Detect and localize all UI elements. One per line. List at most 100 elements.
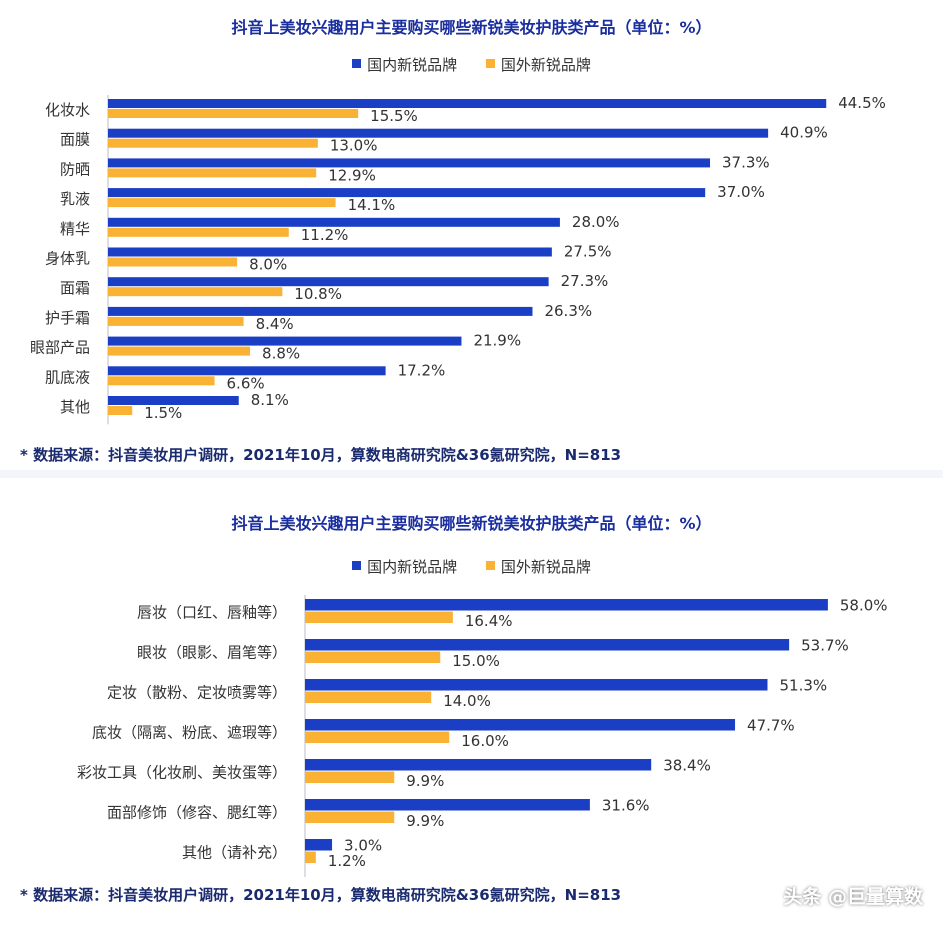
legend-swatch-foreign	[485, 561, 495, 570]
category-label: 其他	[60, 398, 90, 416]
legend-item-domestic: 国内新锐品牌	[352, 556, 457, 577]
category-label: 防晒	[60, 160, 90, 178]
value-label-foreign: 12.9%	[328, 166, 376, 184]
value-label-domestic: 58.0%	[840, 597, 888, 615]
bar-domestic	[108, 188, 706, 198]
chart-title: 抖音上美妆兴趣用户主要购买哪些新锐美妆护肤类产品（单位：%）	[231, 18, 712, 37]
category-label: 彩妆工具（化妆刷、美妆蛋等）	[77, 764, 287, 782]
bar-domestic	[108, 396, 239, 405]
bar-domestic	[108, 247, 552, 257]
value-label-foreign: 14.1%	[348, 196, 396, 214]
legend-item-foreign: 国外新锐品牌	[485, 54, 591, 75]
category-label: 其他（请补充）	[182, 844, 287, 862]
legend-swatch-domestic	[352, 59, 362, 68]
bar-foreign	[305, 811, 395, 823]
legend-item-domestic: 国内新锐品牌	[352, 54, 457, 75]
category-label: 护手霜	[45, 309, 90, 327]
bar-foreign	[108, 198, 336, 208]
bar-foreign	[108, 346, 251, 356]
value-label-foreign: 9.9%	[406, 812, 444, 830]
bar-domestic	[108, 99, 827, 108]
bar-domestic	[305, 719, 736, 731]
value-label-domestic: 27.3%	[561, 272, 609, 290]
chart-legend: 国内新锐品牌 国外新锐品牌	[0, 556, 943, 577]
bar-domestic	[305, 759, 652, 771]
value-label-foreign: 1.2%	[328, 852, 366, 870]
value-label-domestic: 37.0%	[717, 183, 765, 201]
value-label-domestic: 40.9%	[780, 124, 828, 142]
bar-foreign	[305, 771, 395, 783]
bar-foreign	[108, 227, 289, 237]
value-label-domestic: 38.4%	[663, 757, 711, 775]
value-label-foreign: 1.5%	[144, 404, 182, 422]
legend-swatch-domestic	[352, 561, 362, 570]
bar-foreign	[108, 109, 359, 118]
value-label-domestic: 51.3%	[779, 677, 827, 695]
value-label-domestic: 53.7%	[801, 637, 849, 655]
value-label-domestic: 28.0%	[572, 213, 620, 231]
value-label-foreign: 11.2%	[301, 226, 349, 244]
value-label-foreign: 16.4%	[465, 612, 513, 630]
legend-label-foreign: 国外新锐品牌	[500, 558, 591, 576]
chart-title: 抖音上美妆兴趣用户主要购买哪些新锐美妆护肤类产品（单位：%）	[231, 514, 712, 533]
value-label-foreign: 8.4%	[256, 315, 294, 333]
category-label: 底妆（隔离、粉底、遮瑕等）	[92, 724, 287, 742]
category-label: 面部修饰（修容、腮红等）	[107, 804, 287, 822]
bar-foreign	[108, 168, 317, 178]
value-label-foreign: 8.0%	[249, 256, 287, 274]
category-label: 乳液	[60, 190, 90, 208]
bar-foreign	[305, 731, 450, 743]
legend-swatch-foreign	[485, 59, 495, 68]
bar-foreign	[108, 316, 244, 326]
legend-label-foreign: 国外新锐品牌	[500, 56, 591, 74]
bar-foreign	[305, 851, 316, 863]
category-label: 身体乳	[45, 250, 90, 268]
value-label-domestic: 37.3%	[722, 153, 770, 171]
value-label-domestic: 27.5%	[564, 243, 612, 261]
panel-divider	[0, 470, 943, 478]
category-label: 面膜	[60, 131, 90, 149]
value-label-domestic: 21.9%	[473, 332, 521, 350]
value-label-foreign: 6.6%	[227, 374, 265, 392]
value-label-domestic: 3.0%	[344, 837, 382, 855]
value-label-domestic: 47.7%	[747, 717, 795, 735]
value-label-foreign: 16.0%	[461, 732, 509, 750]
category-label: 唇妆（口红、唇釉等）	[137, 604, 287, 622]
chart-panel-makeup: 抖音上美妆兴趣用户主要购买哪些新锐美妆护肤类产品（单位：%） 国内新锐品牌 国外…	[0, 478, 943, 927]
bar-domestic	[108, 306, 533, 316]
value-label-foreign: 8.8%	[262, 345, 300, 363]
bar-domestic	[108, 277, 549, 287]
bar-foreign	[108, 406, 133, 415]
bar-domestic	[108, 217, 560, 227]
value-label-foreign: 9.9%	[406, 772, 444, 790]
bar-domestic	[305, 799, 590, 811]
chart-panel-skincare: 抖音上美妆兴趣用户主要购买哪些新锐美妆护肤类产品（单位：%） 国内新锐品牌 国外…	[20, 18, 886, 464]
bar-domestic	[305, 839, 333, 851]
bar-domestic	[108, 158, 711, 168]
bar-foreign	[108, 376, 215, 386]
value-label-foreign: 14.0%	[443, 692, 491, 710]
bar-domestic	[108, 128, 769, 138]
legend-label-domestic: 国内新锐品牌	[367, 558, 458, 576]
value-label-domestic: 26.3%	[544, 302, 592, 320]
category-label: 精华	[60, 220, 90, 238]
bar-domestic	[305, 679, 768, 691]
bar-foreign	[108, 257, 238, 267]
bar-foreign	[305, 691, 432, 703]
data-source-note: * 数据来源：抖音美妆用户调研，2021年10月，算数电商研究院&36氪研究院，…	[20, 886, 622, 904]
category-label: 眼部产品	[30, 339, 90, 357]
legend-item-foreign: 国外新锐品牌	[485, 556, 591, 577]
value-label-foreign: 13.0%	[330, 137, 378, 155]
bar-domestic	[305, 599, 828, 611]
category-label: 面霜	[60, 279, 90, 297]
bar-domestic	[108, 366, 386, 376]
bar-chart-skincare: 化妆水 44.5% 15.5% 面膜 40.9% 13.0% 防晒 37.3% 12.9% 乳液 3…	[30, 94, 886, 425]
bar-foreign	[305, 651, 441, 663]
value-label-foreign: 10.8%	[294, 285, 342, 303]
bar-foreign	[108, 287, 283, 297]
value-label-domestic: 44.5%	[838, 94, 886, 112]
bar-domestic	[305, 639, 790, 651]
data-source-note: * 数据来源：抖音美妆用户调研，2021年10月，算数电商研究院&36氪研究院，…	[20, 446, 622, 464]
category-label: 定妆（散粉、定妆喷雾等）	[107, 684, 287, 702]
bar-domestic	[108, 336, 462, 346]
